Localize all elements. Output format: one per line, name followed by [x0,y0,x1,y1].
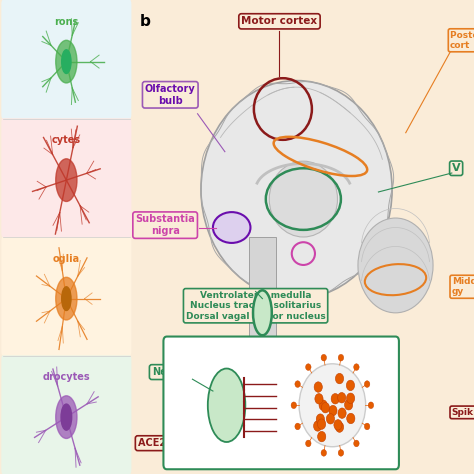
Ellipse shape [346,393,355,403]
Text: cytes: cytes [52,135,81,145]
FancyBboxPatch shape [1,356,131,474]
Ellipse shape [253,290,272,336]
Ellipse shape [291,402,297,409]
Ellipse shape [62,287,71,310]
FancyBboxPatch shape [1,237,131,356]
Text: Posterior c
cort: Posterior c cort [450,31,474,50]
FancyBboxPatch shape [164,337,399,469]
Text: oglia: oglia [53,254,80,264]
Ellipse shape [338,355,344,361]
Ellipse shape [338,449,344,456]
Ellipse shape [365,381,370,387]
Ellipse shape [337,392,346,403]
Text: ACE2 receptor: ACE2 receptor [138,438,217,448]
Ellipse shape [201,81,392,299]
Ellipse shape [56,396,77,438]
Ellipse shape [315,393,323,404]
Ellipse shape [61,404,72,430]
Ellipse shape [316,414,324,424]
Ellipse shape [269,161,337,237]
Text: c: c [383,452,390,462]
Ellipse shape [306,440,311,447]
Text: Neuron: Neuron [152,367,192,377]
Ellipse shape [299,364,365,447]
Ellipse shape [321,355,327,361]
Polygon shape [249,237,276,341]
Ellipse shape [354,364,359,370]
Ellipse shape [306,364,311,370]
Text: b: b [139,14,150,29]
Text: rons: rons [54,17,79,27]
Text: Spik: Spik [452,408,474,417]
Ellipse shape [208,369,246,442]
Ellipse shape [56,40,77,83]
Ellipse shape [318,419,326,429]
FancyBboxPatch shape [1,118,131,237]
Ellipse shape [314,382,322,392]
Ellipse shape [318,431,326,442]
Ellipse shape [336,422,344,432]
Text: Ventrolateral medulla
Nucleus tractus solitarius
Dorsal vagal motor nucleus: Ventrolateral medulla Nucleus tractus so… [186,291,326,320]
Ellipse shape [213,212,250,243]
Ellipse shape [295,381,301,387]
Ellipse shape [365,423,370,430]
Ellipse shape [358,218,433,313]
Ellipse shape [319,400,327,410]
Ellipse shape [329,405,337,416]
Ellipse shape [295,423,301,430]
Ellipse shape [331,393,339,404]
Ellipse shape [321,402,329,413]
Text: Middle
gy: Middle gy [452,277,474,296]
Ellipse shape [368,402,374,409]
Text: V: V [452,163,460,173]
Text: Motor cortex: Motor cortex [241,16,318,27]
Text: Olfactory
bulb: Olfactory bulb [145,84,196,106]
FancyBboxPatch shape [1,0,131,118]
Ellipse shape [354,440,359,447]
Ellipse shape [56,159,77,201]
Ellipse shape [336,374,344,384]
Ellipse shape [62,50,71,73]
Ellipse shape [338,408,346,419]
Text: drocytes: drocytes [43,372,90,382]
Ellipse shape [321,449,327,456]
Ellipse shape [345,400,353,410]
Ellipse shape [334,419,342,430]
Ellipse shape [314,421,322,431]
Ellipse shape [56,277,77,320]
Ellipse shape [327,414,335,424]
Ellipse shape [346,380,355,391]
Ellipse shape [346,413,355,424]
Text: Substantia
nigra: Substantia nigra [135,214,195,236]
